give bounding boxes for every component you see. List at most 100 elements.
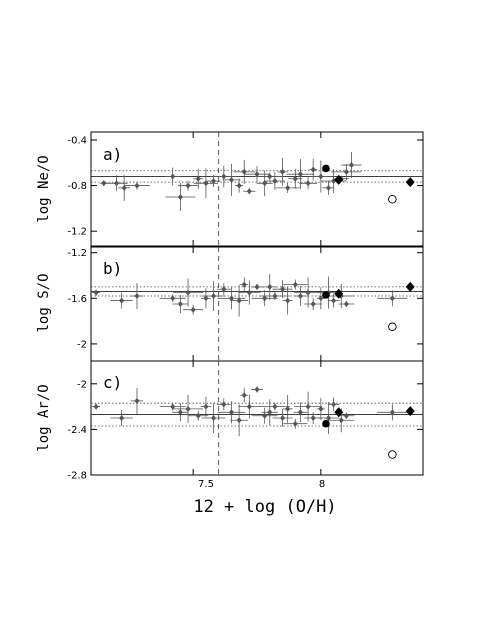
panel-b-ytick-label-0: -1.2 (67, 248, 87, 259)
panel-c-point-24 (318, 405, 324, 412)
panel-b-point-28 (343, 301, 349, 307)
panel-c-ytick-label-1: -2.4 (67, 425, 87, 436)
panel-b-point-21 (297, 293, 303, 300)
panel-a-point-12 (236, 182, 242, 189)
panel-c-point-20 (292, 420, 298, 427)
panel-b-point-3 (170, 295, 176, 302)
panel-a-point-19 (280, 168, 286, 175)
panel-b-point-24 (318, 295, 324, 302)
panel-b-point-17 (272, 293, 278, 300)
panel-c-point-28 (343, 412, 349, 419)
panel-c-point-15 (262, 412, 268, 419)
panel-b-point-22 (305, 289, 311, 296)
panel-a-point-11 (228, 176, 234, 183)
panel-a-filled-diamond-marker-2 (405, 177, 415, 188)
panel-b-frame (90, 246, 424, 362)
panel-a-point-25 (318, 173, 324, 180)
panel-b-label: b) (103, 259, 122, 278)
panel-c-point-25 (326, 415, 332, 421)
panel-c-label: c) (103, 373, 122, 392)
panel-a-filled-circle-marker (322, 164, 330, 173)
panel-c-point-0 (93, 403, 99, 410)
panel-b-point-9 (221, 286, 227, 293)
panel-c-point-14 (254, 386, 260, 393)
panel-c-point-18 (280, 415, 286, 421)
panel-a-ytick-label-0: -0.4 (67, 135, 87, 146)
panel-a-point-15 (254, 171, 260, 178)
panel-a-point-1 (114, 180, 120, 187)
panel-b-point-7 (203, 295, 209, 302)
panel-c-point-12 (241, 392, 247, 399)
panel-b-point-12 (241, 281, 247, 288)
panel-a-ytick-label-1: -0.8 (67, 181, 87, 192)
panel-c-point-6 (195, 412, 201, 419)
panel-c-point-13 (246, 403, 252, 410)
panel-c-point-27 (338, 417, 344, 424)
x-tick-label-7-5: 7.5 (198, 479, 214, 490)
panel-a-point-3 (134, 182, 140, 189)
panel-c-filled-circle-marker (322, 419, 330, 428)
panel-c-point-4 (177, 409, 183, 416)
panel-b-point-13 (246, 289, 252, 296)
panel-c-point-21 (297, 409, 303, 416)
panel-c-point-10 (228, 409, 234, 416)
panel-b-filled-diamond-marker-2 (405, 281, 415, 292)
panel-c-point-1 (119, 415, 125, 421)
panel-c-frame (90, 360, 424, 476)
panel-c-point-9 (221, 401, 227, 408)
panel-b-ytick-label-2: -2 (77, 339, 87, 350)
panel-a-ylabel-group: log Ne/O (36, 155, 52, 222)
panel-a-point-8 (203, 180, 209, 187)
panel-a-point-17 (267, 173, 273, 180)
panel-a-point-24 (310, 166, 316, 173)
panel-c-point-19 (285, 405, 291, 412)
panel-c-point-16 (267, 409, 273, 416)
panel-b-point-18 (280, 286, 286, 293)
panel-c-open-circle-marker (388, 450, 397, 459)
panel-a-point-6 (185, 182, 191, 189)
panel-b-filled-circle-marker (322, 291, 330, 299)
panel-c-point-22 (305, 403, 311, 410)
panel-c-point-3 (170, 403, 176, 410)
panel-b-ylabel: log S/O (36, 273, 52, 332)
panel-b-point-16 (267, 283, 273, 290)
panel-a-point-13 (241, 168, 247, 175)
panel-b-point-2 (134, 293, 140, 300)
panel-a-point-20 (285, 184, 291, 191)
panel-c-point-11 (236, 417, 242, 424)
panel-a-frame (90, 131, 424, 247)
panel-b-point-4 (177, 301, 183, 307)
panel-c-point-29 (389, 409, 395, 416)
panel-c-filled-diamond-marker-2 (405, 406, 415, 417)
panel-b-point-14 (254, 283, 260, 290)
panel-b-point-26 (331, 297, 337, 304)
panel-b-point-15 (262, 295, 268, 302)
panel-a-point-26 (326, 184, 332, 191)
x-axis-label: 12 + log (O/H) (193, 497, 336, 517)
panel-a-point-10 (221, 173, 227, 180)
panel-a-open-circle-marker (388, 195, 397, 204)
panel-a-ylabel: log Ne/O (36, 155, 52, 222)
panel-c-filled-diamond-marker-1 (334, 407, 344, 418)
panel-a-point-30 (348, 162, 354, 169)
panel-b-point-5 (185, 289, 191, 296)
panel-c-point-17 (272, 403, 278, 410)
panel-c-ylabel: log Ar/O (36, 384, 52, 451)
panel-c-point-5 (185, 405, 191, 412)
panel-a-point-18 (272, 178, 278, 185)
panel-c-ytick-label-2: -2.8 (67, 471, 87, 482)
panel-c-ytick-label-0: -2 (77, 379, 87, 390)
panel-c-point-7 (203, 403, 209, 410)
panel-b-filled-diamond-marker-1 (334, 288, 344, 299)
panel-a-point-23 (305, 180, 311, 187)
panel-b-point-6 (190, 306, 196, 313)
panel-a-point-29 (343, 168, 349, 175)
panel-b-point-11 (236, 297, 242, 304)
panel-a-point-0 (101, 180, 107, 187)
panel-a-point-9 (211, 178, 217, 185)
panel-a-point-14 (246, 188, 252, 195)
panel-b-point-20 (292, 281, 298, 288)
panel-b-point-29 (389, 295, 395, 302)
panels: -0.4 -0.8 -1.2 -1.2 -1.6 -2 -2 -2.4 -2.8 (67, 131, 424, 482)
